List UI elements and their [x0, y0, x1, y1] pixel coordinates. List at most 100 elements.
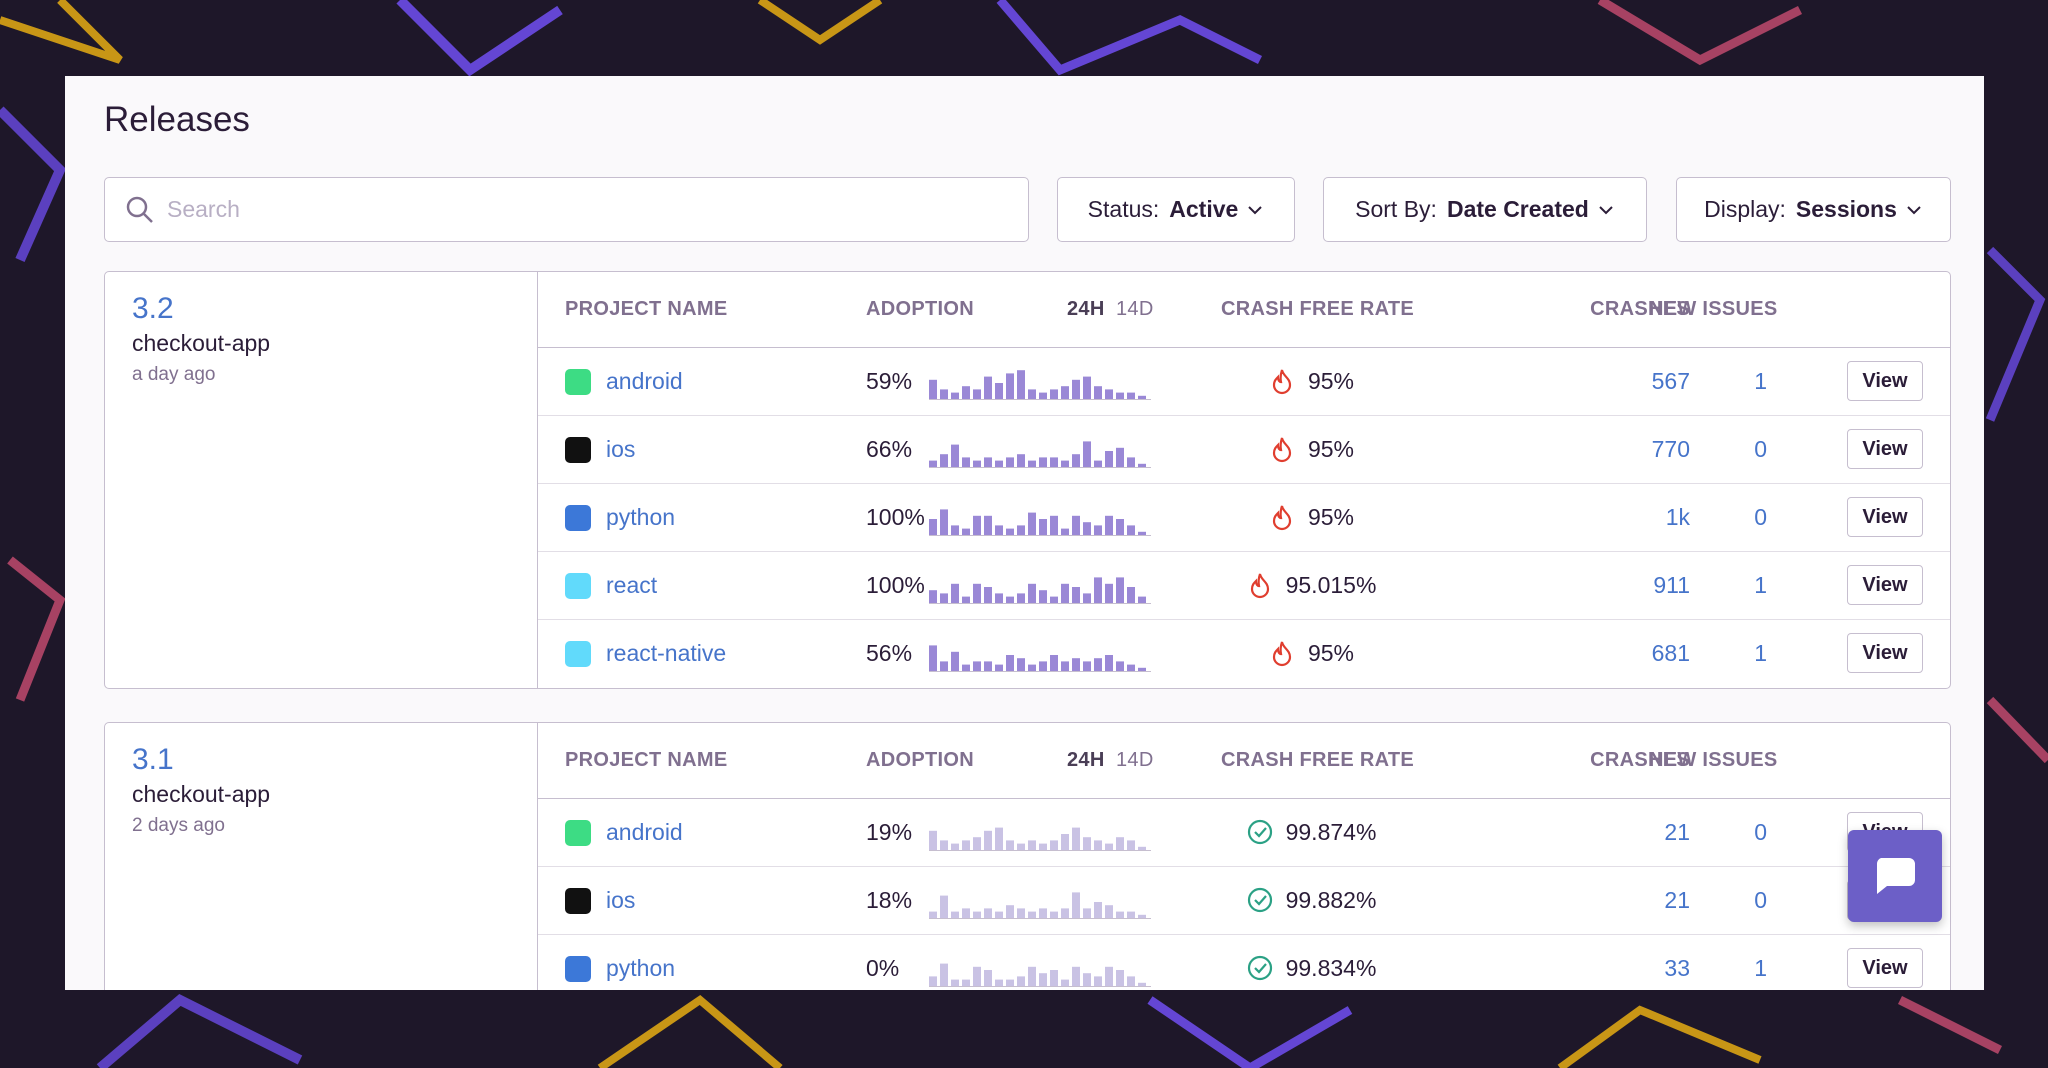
filter-label: Display: [1704, 196, 1786, 222]
crash-free-cell: 95% [1191, 415, 1431, 483]
sparkline [929, 892, 1151, 919]
crashes[interactable]: 33 [1664, 955, 1690, 981]
new-issues[interactable]: 0 [1754, 887, 1767, 913]
view-button[interactable]: View [1847, 565, 1923, 605]
period-toggle[interactable]: 24H [1067, 298, 1105, 320]
crashes[interactable]: 21 [1664, 887, 1690, 913]
spark-bar [984, 830, 992, 850]
sparkline [929, 441, 1151, 468]
spark-bar [1127, 457, 1135, 467]
search-box[interactable]: Search [104, 177, 1029, 242]
spark-bar [1138, 846, 1146, 850]
chevron [1248, 205, 1263, 214]
crash-free-rate: 99.874% [1285, 818, 1377, 845]
new-issues[interactable]: 0 [1754, 436, 1767, 462]
chevron-icon [1599, 205, 1613, 214]
check [1253, 895, 1267, 906]
sparkline [929, 963, 1151, 987]
spark-bar [962, 528, 970, 535]
project-name[interactable]: ios [606, 436, 636, 462]
project-name[interactable]: python [606, 955, 676, 981]
spark-bar [940, 840, 948, 850]
project-icon [565, 956, 591, 982]
spark-bar [1083, 908, 1091, 918]
row-divider [538, 866, 1950, 867]
crashes[interactable]: 911 [1653, 572, 1690, 598]
release-version[interactable]: 3.2 [132, 292, 174, 325]
period-toggle[interactable]: 24H [1067, 749, 1105, 771]
view-button[interactable]: View [1847, 633, 1923, 673]
release-panel: 3.2 checkout-app a day ago PROJECT NAME ADOP… [104, 271, 1951, 689]
project-name[interactable]: react-native [606, 640, 727, 666]
adoption: 59% [866, 368, 913, 394]
view-button[interactable]: View [1847, 948, 1923, 988]
new-issues[interactable]: 0 [1754, 504, 1767, 530]
crashes[interactable]: 681 [1651, 640, 1690, 666]
sparkline [929, 577, 1151, 604]
release-version[interactable]: 3.1 [132, 743, 174, 776]
page-title: Releases [104, 100, 250, 139]
spark-bar [1039, 973, 1047, 986]
spark-bar [1116, 911, 1124, 918]
search-placeholder: Search [167, 196, 240, 222]
chevron [1599, 205, 1613, 214]
spark-bar [1072, 658, 1080, 671]
view-button[interactable]: View [1847, 497, 1923, 537]
new-issues[interactable]: 1 [1754, 368, 1767, 394]
project-name[interactable]: ios [606, 887, 636, 913]
spark-bar [1061, 979, 1069, 986]
spark-bar [951, 843, 959, 850]
spark-bar [962, 908, 970, 918]
spark-bar [1083, 837, 1091, 850]
spark-bar [973, 966, 981, 986]
crashes[interactable]: 1k [1665, 504, 1690, 530]
crashes[interactable]: 770 [1651, 436, 1690, 462]
row-divider [538, 483, 1950, 484]
new-issues[interactable]: 1 [1754, 955, 1767, 981]
spark-bar [951, 979, 959, 986]
row-divider [538, 934, 1950, 935]
period-toggle[interactable]: 14D [1116, 298, 1154, 320]
spark-bar [995, 827, 1003, 850]
spark-bar [973, 460, 981, 467]
spark-bar [1138, 395, 1146, 399]
releases-card: Releases Search Status: Active Sort By: Dat… [65, 76, 1984, 990]
spark-bar [1094, 577, 1102, 603]
project-name[interactable]: python [606, 504, 676, 530]
new-issues[interactable]: 0 [1754, 819, 1767, 845]
view-button[interactable]: View [1847, 429, 1923, 469]
project-icon [565, 505, 591, 531]
crashes[interactable]: 21 [1664, 819, 1690, 845]
view-button[interactable]: View [1847, 361, 1923, 401]
spark-bar [1028, 664, 1036, 671]
spark-bar [1006, 905, 1014, 918]
new-issues[interactable]: 1 [1754, 572, 1767, 598]
chat-button[interactable] [1848, 830, 1942, 922]
new-issues[interactable]: 1 [1754, 640, 1767, 666]
flame [1250, 573, 1269, 599]
spark-bar [940, 593, 948, 603]
spark-bar [1017, 908, 1025, 918]
project-name[interactable]: android [606, 368, 683, 394]
crash-free-rate: 99.882% [1285, 886, 1377, 913]
spark-bar [984, 970, 992, 986]
filter-dropdown[interactable]: Display: Sessions [1676, 177, 1951, 242]
project-name[interactable]: react [606, 572, 658, 598]
filter-dropdown[interactable]: Sort By: Date Created [1323, 177, 1647, 242]
project-name[interactable]: android [606, 819, 683, 845]
chat-icon [1876, 858, 1915, 894]
spark-bar [995, 664, 1003, 671]
spark-bar [1050, 457, 1058, 467]
column-header: PROJECT NAME [565, 749, 728, 771]
filter-dropdown[interactable]: Status: Active [1057, 177, 1295, 242]
period-toggle[interactable]: 14D [1116, 749, 1154, 771]
crashes[interactable]: 567 [1651, 368, 1690, 394]
left-column [537, 272, 538, 688]
crash-free-rate: 95% [1307, 367, 1355, 394]
spark-bar [940, 895, 948, 918]
spark-bar [973, 389, 981, 399]
column-header: CRASH FREE RATE [1221, 749, 1415, 771]
status-icon [1272, 505, 1292, 531]
project-icon [565, 820, 591, 846]
spark-bar [1028, 460, 1036, 467]
